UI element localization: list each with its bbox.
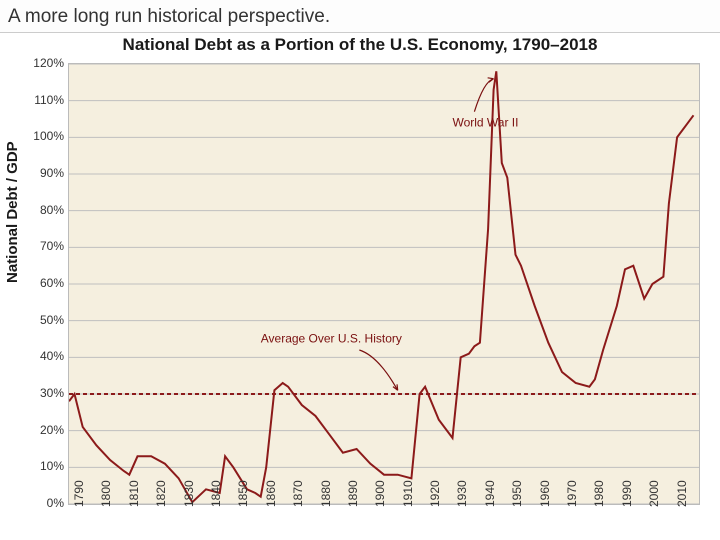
plot-svg: World War II Average Over U.S. History — [69, 64, 699, 504]
x-tick-1940: 1940 — [483, 480, 511, 507]
annotation-text: Average Over U.S. History — [261, 332, 402, 346]
x-tick-1960: 1960 — [538, 480, 566, 507]
x-tick-1820: 1820 — [154, 480, 182, 507]
x-tick-1790: 1790 — [72, 480, 100, 507]
y-tick-100: 100% — [33, 129, 64, 143]
y-axis-label: National Debt / GDP — [4, 141, 21, 283]
x-tick-1910: 1910 — [401, 480, 429, 507]
y-tick-90: 90% — [40, 166, 64, 180]
y-tick-50: 50% — [40, 313, 64, 327]
y-tick-80: 80% — [40, 203, 64, 217]
plot-area: World War II Average Over U.S. History — [68, 63, 700, 505]
y-tick-110: 110% — [34, 93, 64, 107]
x-tick-2010: 2010 — [675, 480, 703, 507]
x-tick-2000: 2000 — [647, 480, 675, 507]
x-tick-1990: 1990 — [620, 480, 648, 507]
x-tick-1920: 1920 — [428, 480, 456, 507]
page-header: A more long run historical perspective. — [0, 0, 720, 33]
y-tick-20: 20% — [40, 423, 64, 437]
x-tick-1970: 1970 — [565, 480, 593, 507]
x-tick-1880: 1880 — [319, 480, 347, 507]
x-tick-1930: 1930 — [455, 480, 483, 507]
x-tick-1900: 1900 — [373, 480, 401, 507]
x-tick-1830: 1830 — [182, 480, 210, 507]
chart-container: National Debt as a Portion of the U.S. E… — [0, 33, 720, 539]
y-tick-40: 40% — [40, 349, 64, 363]
x-tick-1870: 1870 — [291, 480, 319, 507]
x-tick-1850: 1850 — [236, 480, 264, 507]
x-tick-1800: 1800 — [99, 480, 127, 507]
x-tick-1950: 1950 — [510, 480, 538, 507]
annotation-text: World War II — [452, 115, 518, 129]
y-tick-60: 60% — [40, 276, 64, 290]
x-tick-1980: 1980 — [592, 480, 620, 507]
y-tick-0: 0% — [47, 496, 64, 510]
y-tick-70: 70% — [40, 239, 64, 253]
y-tick-10: 10% — [40, 459, 64, 473]
x-tick-1840: 1840 — [209, 480, 237, 507]
x-tick-1890: 1890 — [346, 480, 374, 507]
chart-title: National Debt as a Portion of the U.S. E… — [0, 35, 720, 55]
y-tick-120: 120% — [33, 56, 64, 70]
x-tick-1860: 1860 — [264, 480, 292, 507]
y-tick-30: 30% — [40, 386, 64, 400]
x-tick-1810: 1810 — [127, 480, 155, 507]
